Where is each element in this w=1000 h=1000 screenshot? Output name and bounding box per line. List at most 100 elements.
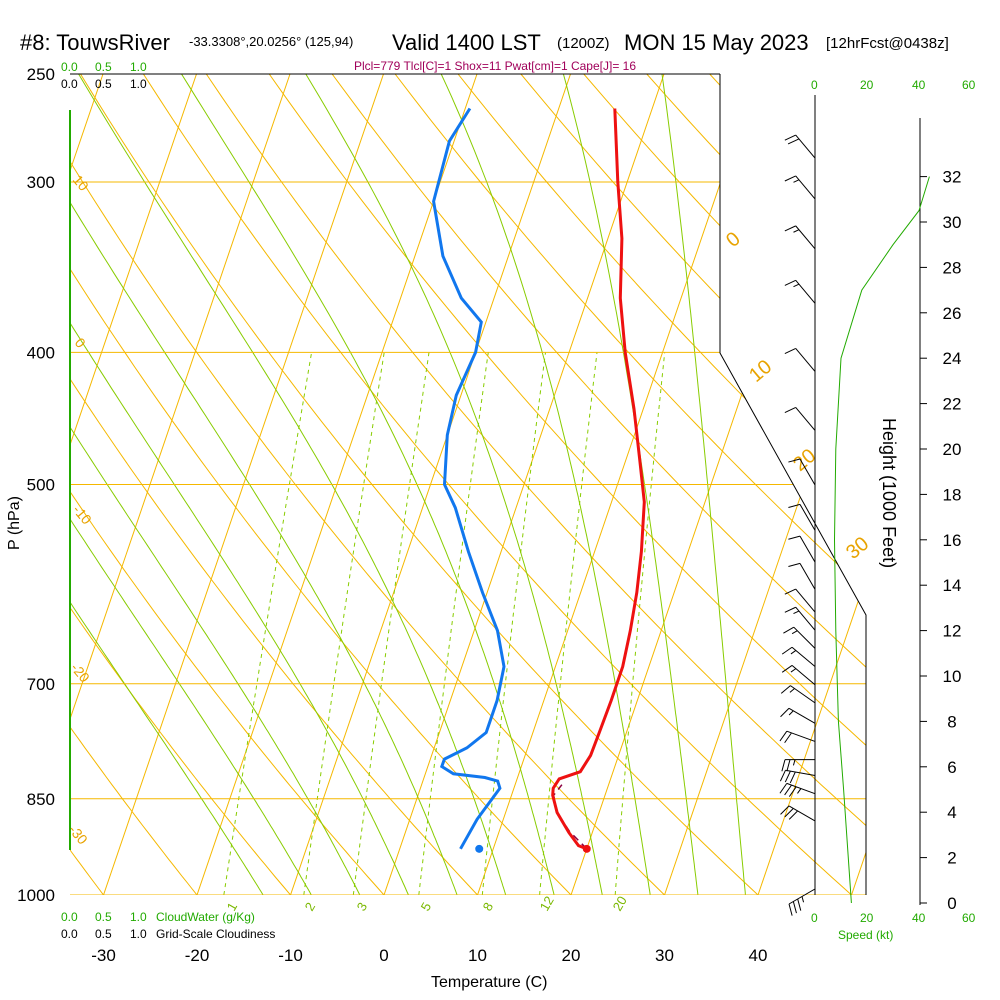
wind-barb-flag — [783, 626, 795, 634]
wind-barb-flag — [786, 759, 791, 772]
pressure-label: 400 — [27, 343, 55, 362]
height-label: 18 — [943, 485, 962, 504]
wind-barb-flag — [791, 630, 798, 635]
moist-adiabat — [290, 74, 609, 895]
wind-barb-flag — [779, 770, 786, 782]
wind-barb-flag — [789, 771, 796, 784]
wind-barb-shaft — [799, 504, 816, 531]
wind-barb-flag — [780, 685, 791, 694]
wind-barb — [783, 626, 816, 649]
x-axis-title: Temperature (C) — [431, 974, 547, 991]
height-label: 12 — [943, 622, 962, 641]
wind-barb-flag — [784, 175, 796, 182]
wind-barb — [781, 759, 815, 772]
wind-barb-flag — [792, 901, 797, 914]
wind-barb — [781, 665, 816, 686]
wind-barb-shaft — [799, 458, 816, 486]
wind-barb-flag — [784, 808, 794, 818]
dry-adiabat — [376, 74, 866, 895]
wind-barb-flag — [797, 898, 802, 911]
dry-adiabat — [70, 74, 790, 895]
isotherm — [851, 74, 866, 895]
cw-bot-tick-1: 0.5 — [95, 910, 112, 924]
forecast-run: [12hrFcst@0438z] — [826, 35, 949, 52]
wind-barb — [781, 646, 816, 667]
moist-adiabat — [658, 74, 749, 895]
wind-barb-flag — [788, 535, 801, 540]
cw-top-tick-1: 0.5 — [95, 60, 112, 74]
wind-barb — [784, 225, 816, 250]
dewpoint-profile — [432, 107, 506, 850]
top-cloud-scales: 0.0 0.5 1.0 0.0 0.5 1.0 — [61, 60, 147, 91]
wind-barb-flag — [784, 279, 796, 286]
dry-adiabat — [563, 74, 866, 895]
surface-dewpoint-marker — [475, 844, 484, 853]
dry-adiabat — [70, 74, 316, 895]
height-label: 28 — [943, 258, 962, 277]
wind-barb-shaft — [785, 769, 816, 776]
wind-barb-shaft — [795, 606, 816, 631]
dry-adiabat — [70, 74, 221, 895]
height-label: 32 — [943, 168, 962, 187]
wind-barb-flag — [784, 348, 796, 354]
cw-top-tick-0: 0.0 — [61, 60, 78, 74]
top-speed-scale: 0 20 40 60 — [811, 78, 976, 92]
speed-bot-tick-0: 0 — [811, 911, 818, 925]
wind-barb-flag — [788, 458, 801, 463]
temperature-label: 0 — [379, 946, 388, 965]
wind-barb-flag — [784, 134, 796, 141]
height-label: 20 — [943, 440, 962, 459]
wind-barb-flag — [781, 646, 793, 655]
height-label: 4 — [947, 803, 956, 822]
mixing-ratio-label: 5 — [418, 900, 435, 914]
height-label: 6 — [947, 758, 956, 777]
wind-barb-shaft — [795, 348, 816, 372]
moist-adiabat — [556, 74, 702, 895]
mixing-ratio-label: 2 — [302, 900, 319, 914]
wind-barb — [779, 730, 816, 744]
wind-barb-flag — [784, 770, 791, 783]
height-label: 24 — [943, 349, 962, 368]
wind-barb-flag — [793, 283, 800, 288]
wind-barb — [784, 279, 816, 304]
pressure-label: 250 — [27, 65, 55, 84]
wind-barb — [784, 175, 816, 200]
wind-barb-flag — [793, 179, 800, 183]
height-label: 8 — [947, 712, 956, 731]
wind-barb-flag — [793, 229, 800, 233]
wind-barb-flag — [788, 562, 801, 567]
temperature-tick-labels: -30 -20 -10 0 10 20 30 40 — [91, 946, 767, 965]
bottom-cloud-scales: 0.0 0.5 1.0 CloudWater (g/Kg) 0.0 0.5 1.… — [61, 910, 275, 941]
speed-bot-tick-3: 60 — [962, 911, 976, 925]
wind-barb-flag — [788, 903, 793, 916]
chart-frame — [719, 74, 867, 895]
isotherm-label: 30 — [842, 533, 873, 564]
wind-barb — [780, 805, 816, 822]
height-label: 30 — [943, 213, 962, 232]
wind-barb-flag — [784, 784, 792, 796]
height-label: 16 — [943, 531, 962, 550]
temperature-label: 40 — [749, 946, 768, 965]
wind-barb-flag — [787, 138, 800, 145]
wind-barb — [788, 888, 816, 916]
wind-speed-profile — [833, 176, 930, 904]
temperature-label: 20 — [562, 946, 581, 965]
pressure-label: 500 — [27, 476, 55, 495]
wind-barb — [788, 562, 816, 590]
bottom-speed-scale: 0 20 40 60 Speed (kt) — [811, 911, 976, 942]
dry-adiabat — [189, 74, 866, 895]
wind-barb — [779, 782, 816, 797]
moist-adiabat — [70, 74, 375, 895]
cl-top-tick-0: 0.0 — [61, 77, 78, 91]
wind-barb-flag — [788, 786, 797, 797]
isotherm — [70, 74, 197, 895]
wind-barb — [788, 503, 816, 531]
wind-barb-shaft — [799, 535, 816, 563]
wind-barb — [788, 458, 816, 486]
cloudwater-label: CloudWater (g/Kg) — [156, 910, 255, 924]
moist-adiabat — [70, 74, 422, 895]
wind-barb-flag — [784, 588, 796, 595]
mixing-ratio-line — [418, 352, 489, 895]
wind-barb-flag — [784, 732, 792, 744]
mixing-ratio-line — [223, 352, 313, 895]
